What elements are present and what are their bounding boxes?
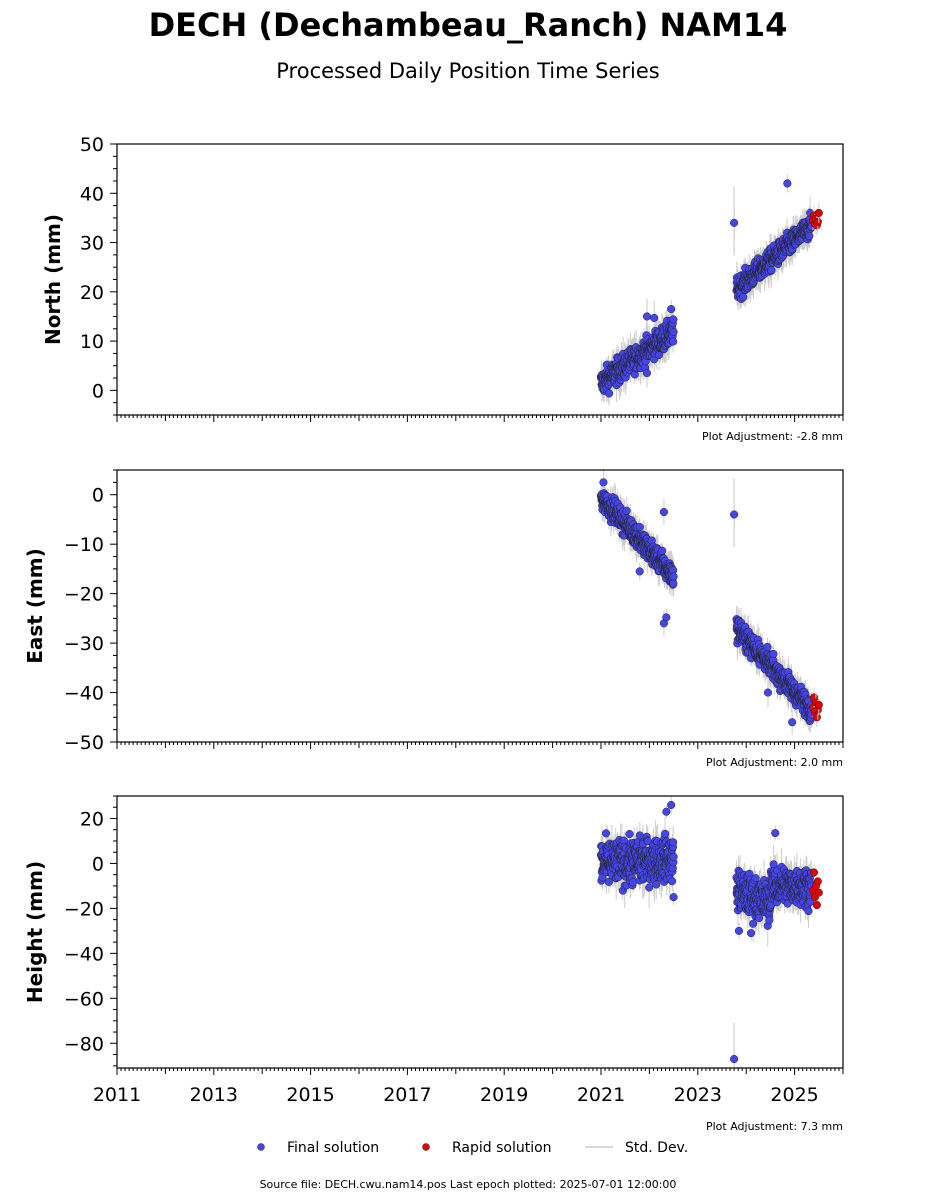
final-solution-point bbox=[767, 266, 776, 275]
final-solution-point bbox=[669, 838, 678, 847]
final-solution-point bbox=[602, 829, 611, 838]
final-solution-point bbox=[604, 877, 613, 886]
final-solution-point bbox=[805, 231, 814, 241]
final-solution-point bbox=[669, 337, 678, 346]
final-solution-point bbox=[667, 800, 676, 810]
y-tick-label: −20 bbox=[64, 584, 104, 606]
final-solution-point bbox=[642, 369, 652, 378]
rapid-solution-point bbox=[814, 700, 823, 709]
y-tick-label: −30 bbox=[64, 633, 104, 655]
rapid-solution-point bbox=[812, 713, 821, 722]
y-tick-label: 50 bbox=[80, 134, 104, 156]
final-solution-point bbox=[668, 877, 677, 886]
final-solution-point bbox=[662, 807, 671, 816]
final-solution-point bbox=[734, 926, 743, 935]
final-solution-point bbox=[658, 546, 667, 555]
final-solution-point bbox=[622, 506, 631, 515]
final-solution-point bbox=[730, 510, 739, 519]
rapid-solution-point bbox=[814, 208, 823, 218]
rapid-solution-point bbox=[812, 900, 821, 910]
final-solution-point bbox=[771, 829, 780, 838]
final-solution-point bbox=[667, 305, 676, 314]
y-tick-label: 0 bbox=[92, 380, 104, 402]
y-tick-label: 10 bbox=[80, 331, 104, 353]
plot-adjustment-note: Plot Adjustment: 2.0 mm bbox=[706, 756, 843, 769]
final-solution-point bbox=[662, 613, 671, 622]
panel-1: −50 −40 −30 −20 −10 0 East (mm) Plot Adjustment… bbox=[23, 469, 844, 769]
plot-area bbox=[596, 796, 823, 1068]
final-solution-point bbox=[730, 218, 739, 227]
final-solution-point bbox=[642, 312, 652, 321]
final-solution-point bbox=[661, 829, 670, 838]
final-solution-point bbox=[804, 907, 813, 916]
final-solution-point bbox=[650, 313, 659, 322]
y-tick-label: 30 bbox=[80, 233, 104, 255]
final-solution-point bbox=[645, 883, 654, 892]
final-solution-point bbox=[763, 642, 772, 651]
y-axis-label: North (mm) bbox=[41, 214, 65, 345]
panel-0: 0 10 20 30 40 50 North (mm) Plot Adjustment: -2… bbox=[41, 134, 844, 443]
final-solution-point bbox=[783, 179, 792, 188]
final-solution-point bbox=[669, 893, 678, 902]
final-solution-point bbox=[765, 916, 774, 925]
y-tick-label: −40 bbox=[64, 683, 104, 705]
rapid-solution-point bbox=[813, 877, 822, 886]
final-solution-point bbox=[605, 389, 614, 398]
rapid-solution-point bbox=[814, 888, 823, 897]
final-solution-point bbox=[669, 315, 678, 324]
y-tick-label: −60 bbox=[64, 988, 104, 1010]
final-solution-point bbox=[669, 327, 678, 337]
final-solution-point bbox=[769, 649, 778, 659]
plot-area bbox=[596, 470, 823, 735]
y-tick-label: 20 bbox=[80, 282, 104, 304]
figure-title: DECH (Dechambeau_Ranch) NAM14 bbox=[149, 6, 788, 44]
final-solution-point bbox=[730, 1054, 739, 1064]
final-solution-point bbox=[669, 579, 678, 588]
final-solution-point bbox=[669, 852, 678, 861]
y-tick-label: −50 bbox=[64, 732, 104, 754]
final-solution-point bbox=[635, 567, 644, 576]
y-tick-label: 0 bbox=[92, 853, 104, 875]
final-solution-point bbox=[625, 829, 634, 839]
y-tick-label: 0 bbox=[92, 485, 104, 507]
y-tick-label: 40 bbox=[80, 183, 104, 205]
final-solution-point bbox=[754, 914, 764, 923]
final-solution-point bbox=[635, 522, 644, 532]
y-tick-label: −40 bbox=[64, 943, 104, 965]
panels: 0 10 20 30 40 50 North (mm) Plot Adjustment: -2… bbox=[23, 134, 844, 1133]
plot-area bbox=[596, 174, 823, 407]
plot-adjustment-note: Plot Adjustment: -2.8 mm bbox=[702, 430, 843, 443]
final-solution-point bbox=[628, 878, 638, 887]
y-axis-label: East (mm) bbox=[23, 548, 47, 664]
final-solution-point bbox=[635, 831, 644, 840]
final-solution-point bbox=[652, 880, 661, 889]
final-solution-point bbox=[739, 292, 748, 302]
final-solution-point bbox=[763, 688, 773, 697]
y-tick-label: 20 bbox=[80, 808, 104, 830]
y-tick-label: −80 bbox=[64, 1033, 104, 1055]
rapid-solution-point bbox=[813, 217, 822, 226]
final-solution-point bbox=[746, 929, 756, 938]
rapid-solution-point bbox=[809, 868, 819, 877]
final-solution-point bbox=[749, 919, 758, 928]
final-solution-point bbox=[669, 572, 678, 581]
y-tick-label: −10 bbox=[64, 534, 104, 556]
y-tick-label: −20 bbox=[64, 898, 104, 920]
figure-subtitle: Processed Daily Position Time Series bbox=[276, 59, 660, 83]
final-solution-point bbox=[643, 837, 652, 846]
final-solution-point bbox=[659, 507, 668, 517]
final-solution-point bbox=[599, 478, 608, 487]
final-solution-point bbox=[751, 874, 760, 883]
final-solution-point bbox=[788, 718, 797, 727]
